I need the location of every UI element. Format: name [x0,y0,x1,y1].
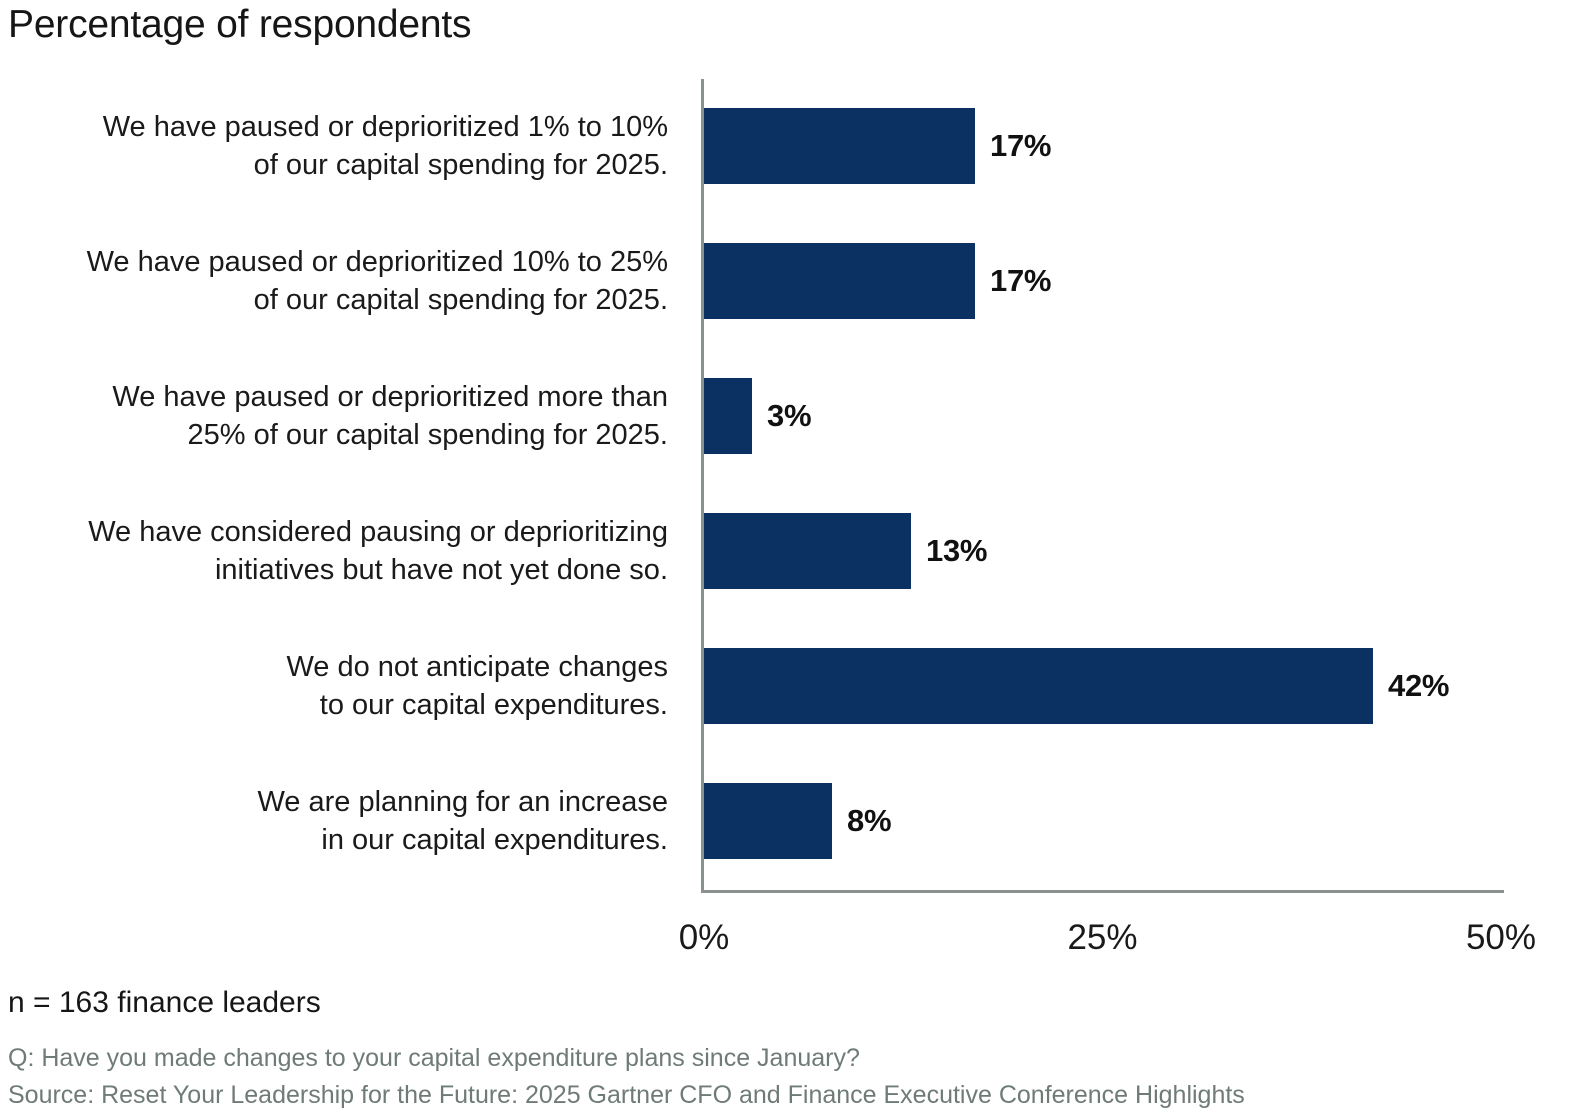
y-axis-line [701,79,704,893]
category-label: We have considered pausing or deprioriti… [88,516,668,586]
category-label: We do not anticipate changes to our capi… [286,651,668,721]
bar [704,648,1373,724]
bar [704,243,975,319]
category-label: We have paused or deprioritized more tha… [112,381,668,451]
bar-value-label: 13% [926,533,988,568]
bar [704,513,911,589]
category-label: We have paused or deprioritized 10% to 2… [86,246,668,316]
x-axis-tick-label: 0% [678,918,730,957]
bar [704,108,975,184]
sample-size-note: n = 163 finance leaders [8,986,321,1019]
source-note: Source: Reset Your Leadership for the Fu… [8,1081,1245,1109]
question-note: Q: Have you made changes to your capital… [8,1044,860,1072]
x-axis-line [701,890,1504,893]
bar-value-label: 42% [1388,668,1450,703]
category-label: We are planning for an increase in our c… [257,786,668,856]
bar-value-label: 17% [990,263,1052,298]
bar-value-label: 8% [847,803,892,838]
bar-value-label: 3% [767,398,812,433]
category-label: We have paused or deprioritized 1% to 10… [102,111,668,181]
bar-value-label: 17% [990,128,1052,163]
bar [704,378,752,454]
chart-title: Percentage of respondents [8,3,472,46]
x-axis-tick-label: 50% [1465,918,1537,957]
x-axis-tick-label: 25% [1067,918,1138,957]
bar [704,783,832,859]
